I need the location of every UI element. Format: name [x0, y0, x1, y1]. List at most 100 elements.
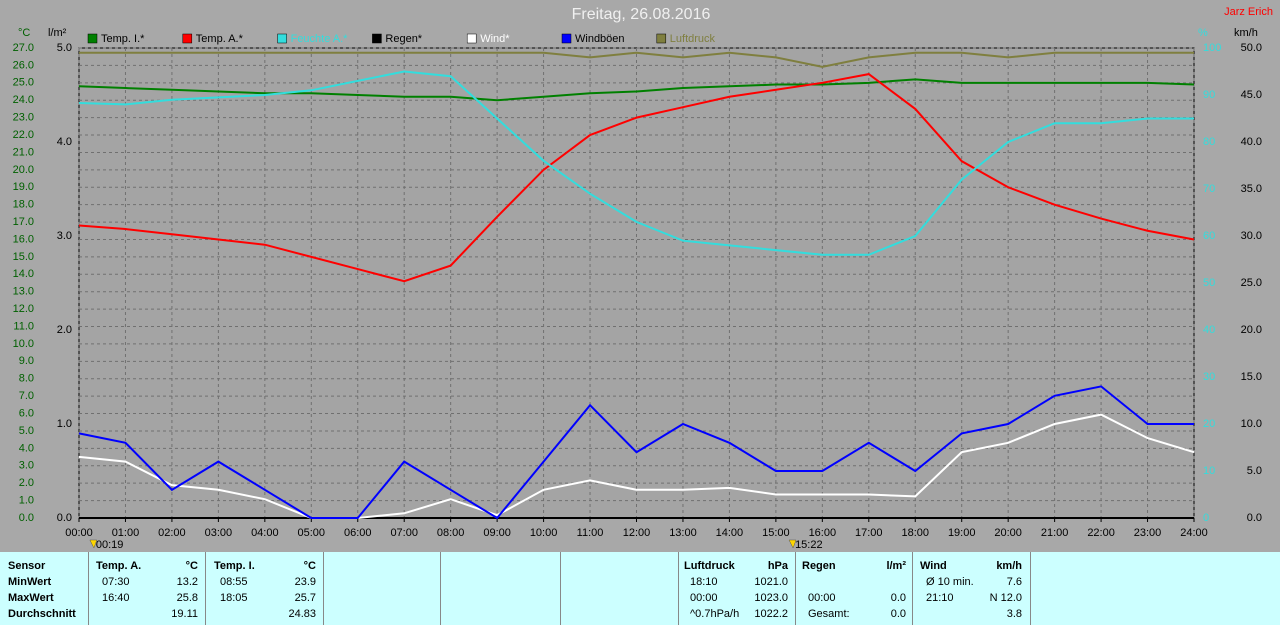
y-axis-label: °C [18, 27, 30, 39]
y3-axis-label: km/h [1234, 27, 1258, 39]
table-cell: 19.11 [171, 608, 198, 620]
y4-tick-label: 5.0 [57, 42, 72, 54]
table-cell: Gesamt: [808, 608, 850, 620]
series-line [78, 385, 1194, 520]
y2-axis-label: % [1198, 27, 1208, 39]
y3-tick-label: 45.0 [1241, 89, 1262, 101]
x-tick-label: 08:00 [437, 527, 465, 539]
table-cell: 21:10 [926, 592, 954, 604]
y4-tick-label: 3.0 [57, 230, 72, 242]
y3-tick-label: 5.0 [1247, 465, 1262, 477]
y-tick-label: 22.0 [13, 129, 34, 141]
y3-tick-label: 20.0 [1241, 324, 1262, 336]
y2-tick-label: 50 [1203, 277, 1215, 289]
x-tick-label: 18:00 [901, 527, 929, 539]
y2-tick-label: 100 [1203, 42, 1221, 54]
legend-swatch [466, 33, 477, 44]
column-divider [205, 552, 206, 625]
legend-label: Feuchte A.* [291, 33, 349, 45]
x-tick-label: 00:00 [65, 527, 93, 539]
y-tick-label: 8.0 [19, 373, 34, 385]
table-cell: 18:05 [220, 592, 248, 604]
table-header: hPa [767, 560, 788, 572]
series-line [78, 413, 1195, 519]
table-cell: 16:40 [102, 592, 130, 604]
series-line [79, 51, 1194, 68]
column-divider [440, 552, 441, 625]
x-tick-label: 04:00 [251, 527, 279, 539]
y-tick-label: 26.0 [13, 59, 34, 71]
table-header: Sensor [8, 560, 46, 572]
table-header: km/h [996, 560, 1022, 572]
y2-tick-label: 70 [1203, 183, 1215, 195]
table-cell: N 12.0 [989, 592, 1022, 604]
x-tick-label: 12:00 [623, 527, 651, 539]
y-tick-label: 11.0 [13, 320, 34, 332]
y-tick-label: 25.0 [13, 77, 34, 89]
y-tick-label: 18.0 [13, 199, 34, 211]
legend-swatch [277, 33, 287, 44]
table-cell: 0.0 [890, 608, 906, 620]
annotation-icon [89, 539, 98, 549]
x-tick-label: 13:00 [669, 527, 697, 539]
y-tick-label: 12.0 [13, 303, 34, 315]
y2-tick-label: 0 [1203, 512, 1209, 524]
chart-title: Freitag, 26.08.2016 [572, 6, 711, 23]
x-tick-label: 20:00 [994, 527, 1022, 539]
y3-tick-label: 0.0 [1247, 512, 1262, 524]
x-tick-label: 14:00 [716, 527, 744, 539]
table-header: Regen [802, 560, 836, 572]
y-tick-label: 5.0 [19, 425, 34, 437]
y3-tick-label: 50.0 [1241, 42, 1262, 54]
legend-label: Luftdruck [670, 33, 716, 45]
table-header: Temp. A. [96, 560, 142, 572]
y2-tick-label: 90 [1203, 89, 1215, 101]
table-cell: 0.0 [890, 592, 906, 604]
y-tick-label: 1.0 [19, 494, 34, 506]
y3-tick-label: 30.0 [1241, 230, 1262, 242]
chart: Freitag, 26.08.2016 Jarz Erich °C l/m² %… [13, 6, 1273, 551]
table-header: l/m² [886, 560, 906, 572]
y3-tick-label: 40.0 [1241, 136, 1262, 148]
y3-tick-label: 10.0 [1241, 418, 1262, 430]
x-tick-label: 10:00 [530, 527, 558, 539]
y-tick-label: 20.0 [13, 164, 34, 176]
table-header: Temp. I. [214, 560, 255, 572]
x-tick-label: 06:00 [344, 527, 372, 539]
table-cell: 3.8 [1006, 608, 1022, 620]
legend-label: Wind* [480, 33, 510, 45]
table-cell: 13.2 [176, 576, 198, 588]
y2-tick-label: 80 [1203, 136, 1215, 148]
x-tick-label: 11:00 [577, 527, 604, 539]
column-divider [560, 552, 561, 625]
table-cell: 07:30 [102, 576, 130, 588]
table-cell: 25.8 [176, 592, 198, 604]
table-cell: Ø 10 min. [926, 576, 974, 588]
x-tick-label: 15:00 [762, 527, 790, 539]
y4-tick-label: 2.0 [57, 324, 72, 336]
y4-tick-label: 1.0 [57, 418, 72, 430]
y2-tick-label: 10 [1203, 465, 1215, 477]
y-tick-label: 4.0 [19, 442, 34, 454]
column-divider [678, 552, 679, 625]
table-header: Luftdruck [684, 560, 735, 572]
legend-swatch [656, 33, 667, 44]
y-tick-label: 14.0 [13, 268, 34, 280]
legend-swatch [87, 33, 98, 44]
y-tick-label: 6.0 [19, 407, 34, 419]
y-tick-label: 16.0 [13, 233, 34, 245]
series-line [78, 73, 1195, 283]
column-divider [795, 552, 796, 625]
y-tick-label: 21.0 [13, 146, 34, 158]
y2-tick-label: 60 [1203, 230, 1215, 242]
author: Jarz Erich [1224, 6, 1273, 18]
y3-tick-label: 15.0 [1241, 371, 1262, 383]
legend-swatch [182, 33, 193, 44]
x-tick-label: 01:00 [112, 527, 140, 539]
annotation-icon [788, 539, 797, 549]
y-tick-label: 9.0 [19, 355, 34, 367]
x-tick-label: 21:00 [1041, 527, 1069, 539]
annotation-label: 15:22 [795, 539, 823, 551]
y-tick-label: 24.0 [13, 94, 34, 106]
